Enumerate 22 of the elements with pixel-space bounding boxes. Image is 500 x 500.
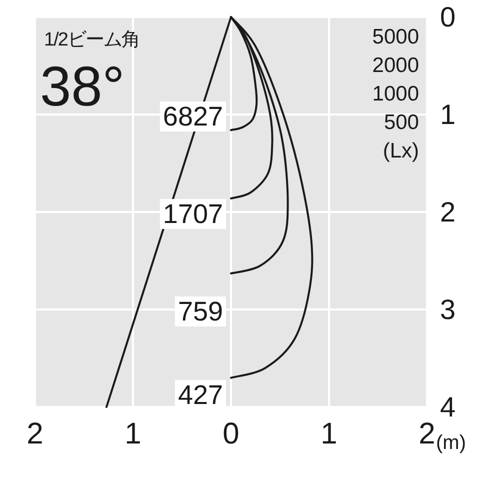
annotation: 1707 [162,199,223,229]
annotation: 427 [178,380,223,410]
annotation: (Lx) [382,140,419,162]
x-tick-label: 0 [222,418,240,450]
x-tick-label: 1 [320,418,338,450]
text: 1000 [372,82,419,106]
text: 5000 [372,26,419,48]
annotation: 6827 [162,102,223,132]
y-tick-label: 0 [440,2,456,32]
annotation: 759 [178,296,223,326]
y-tick-label: 4 [440,392,456,422]
text: 2000 [372,54,419,77]
x-axis-title: (m) [436,432,466,454]
y-tick-label: 2 [440,196,456,228]
text: 1/2ビーム角 [44,30,140,50]
y-tick-label: 1 [440,99,456,130]
x-tick-label: 2 [26,418,44,450]
x-tick-label: 2 [418,418,436,450]
text: 500 [384,111,419,134]
text: 38° [40,54,125,118]
y-tick-label: 3 [440,294,456,325]
x-tick-label: 1 [124,418,142,450]
